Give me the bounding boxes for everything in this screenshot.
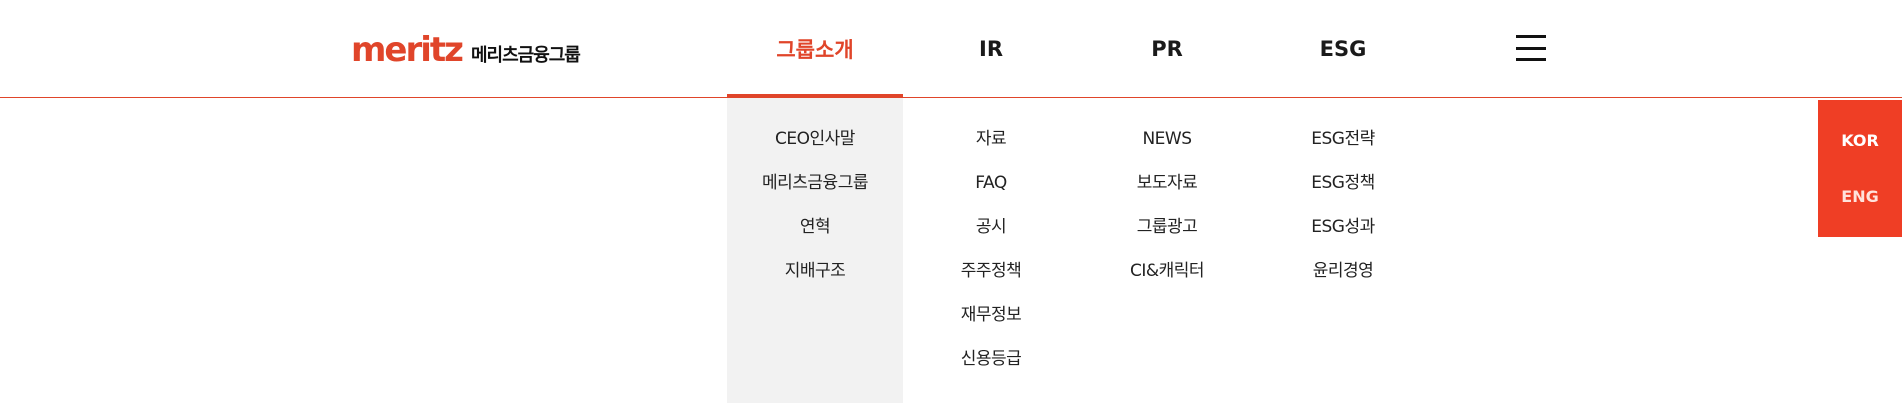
main-nav: 그룹소개 IR PR ESG bbox=[0, 0, 1902, 99]
submenu-item-ceo-greeting[interactable]: CEO인사말 bbox=[775, 129, 855, 149]
submenu-item-esg-strategy[interactable]: ESG전략 bbox=[1311, 129, 1375, 149]
submenu-item-group-ads[interactable]: 그룹광고 bbox=[1136, 217, 1198, 237]
submenu-item-shareholder-policy[interactable]: 주주정책 bbox=[960, 261, 1022, 281]
nav-item-esg[interactable]: ESG bbox=[1319, 37, 1367, 61]
submenu-item-financial-info[interactable]: 재무정보 bbox=[960, 305, 1022, 325]
submenu-esg: ESG전략 ESG정책 ESG성과 윤리경영 bbox=[1255, 98, 1431, 305]
submenu-item-disclosure[interactable]: 공시 bbox=[975, 217, 1007, 237]
lang-eng-button[interactable]: ENG bbox=[1841, 187, 1879, 206]
submenu-item-esg-performance[interactable]: ESG성과 bbox=[1311, 217, 1375, 237]
submenu-item-governance[interactable]: 지배구조 bbox=[784, 261, 846, 281]
submenu-group-intro: CEO인사말 메리츠금융그룹 연혁 지배구조 bbox=[727, 98, 903, 403]
submenu-item-credit-rating[interactable]: 신용등급 bbox=[960, 349, 1022, 369]
submenu-ir: 자료 FAQ 공시 주주정책 재무정보 신용등급 bbox=[903, 98, 1079, 393]
lang-kor-button[interactable]: KOR bbox=[1841, 131, 1879, 150]
submenu-item-faq[interactable]: FAQ bbox=[975, 173, 1007, 193]
submenu-item-esg-policy[interactable]: ESG정책 bbox=[1311, 173, 1375, 193]
nav-item-ir[interactable]: IR bbox=[979, 37, 1003, 61]
site-header: meritz 메리츠금융그룹 그룹소개 IR PR ESG bbox=[0, 0, 1902, 99]
submenu-item-materials[interactable]: 자료 bbox=[975, 129, 1007, 149]
hamburger-menu-icon[interactable] bbox=[1516, 35, 1546, 61]
submenu-item-press-release[interactable]: 보도자료 bbox=[1136, 173, 1198, 193]
menu-bar bbox=[1516, 58, 1546, 61]
submenu-item-history[interactable]: 연혁 bbox=[799, 217, 831, 237]
nav-item-group-intro[interactable]: 그룹소개 bbox=[727, 0, 903, 99]
nav-item-pr[interactable]: PR bbox=[1151, 37, 1183, 61]
logo-group-name: 메리츠금융그룹 bbox=[470, 45, 581, 66]
submenu-item-ethics-management[interactable]: 윤리경영 bbox=[1312, 261, 1374, 281]
menu-bar bbox=[1516, 35, 1546, 38]
submenu-pr: NEWS 보도자료 그룹광고 CI&캐릭터 bbox=[1079, 98, 1255, 305]
menu-bar bbox=[1516, 46, 1546, 50]
language-selector: KOR ENG bbox=[1818, 100, 1902, 237]
submenu-item-news[interactable]: NEWS bbox=[1142, 129, 1192, 149]
submenu-item-meritz-group[interactable]: 메리츠금융그룹 bbox=[762, 173, 868, 193]
logo-brand-text: meritz bbox=[351, 30, 464, 70]
meritz-logo[interactable]: meritz 메리츠금융그룹 bbox=[351, 30, 581, 70]
submenu-item-ci-character[interactable]: CI&캐릭터 bbox=[1129, 261, 1205, 281]
